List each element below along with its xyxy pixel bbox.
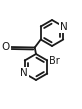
Text: Br: Br <box>49 55 60 66</box>
Text: O: O <box>2 42 10 52</box>
Text: N: N <box>60 21 68 32</box>
Text: N: N <box>20 68 28 78</box>
